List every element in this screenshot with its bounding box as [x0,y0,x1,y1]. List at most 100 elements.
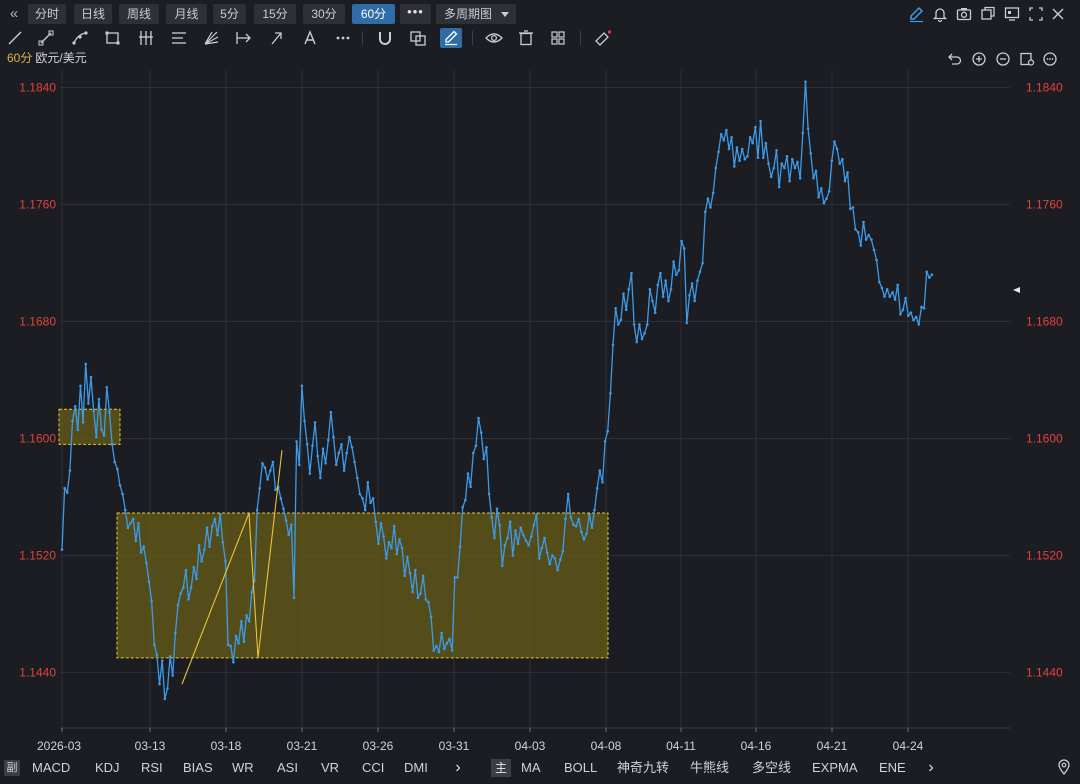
price-point [247,620,251,623]
price-point [408,571,412,575]
arrow-tool-icon[interactable] [266,28,288,48]
price-point [102,434,106,437]
indicator-rsi[interactable]: RSI [141,760,163,775]
curve-tool-icon[interactable] [69,28,91,48]
multi-period-dropdown[interactable]: 多周期图 [436,4,516,24]
close-icon[interactable] [1050,5,1066,23]
price-point [920,305,923,309]
period-button-daily[interactable]: 日线 [74,4,112,24]
indicator-long-short-line[interactable]: 多空线 [752,760,792,775]
indicator-asi[interactable]: ASI [277,760,298,775]
price-point [89,375,93,379]
eraser-icon[interactable] [592,28,614,48]
price-point [603,440,607,443]
indicator-bull-bear-line[interactable]: 牛熊线 [690,760,730,775]
rectangle-tool-icon[interactable] [102,28,124,48]
price-point [537,557,541,560]
indicator-expma[interactable]: EXPMA [812,760,858,775]
price-point [680,239,683,243]
indicator-ene[interactable]: ENE [879,760,906,775]
chart-settings-icon[interactable] [1019,51,1035,67]
trash-icon[interactable] [515,28,537,48]
text-tool-icon[interactable] [299,28,321,48]
price-point [477,416,480,420]
more-options-icon[interactable] [1042,51,1058,67]
camera-icon[interactable] [956,5,972,23]
price-point [640,337,644,341]
price-point [875,258,878,262]
price-point [559,558,562,562]
price-point [97,397,101,401]
parallel-lines-icon[interactable] [135,28,157,48]
window-copy-icon[interactable] [980,5,996,23]
monitor-icon[interactable] [1004,5,1020,23]
price-point [350,446,354,449]
chevron-right-icon[interactable]: › [928,759,934,776]
price-point [859,244,863,247]
multi-period-label: 多周期图 [444,7,493,21]
layers-icon[interactable] [407,28,429,48]
undo-icon[interactable] [946,51,962,67]
indicator-macd[interactable]: MACD [32,760,71,775]
price-point [714,166,718,170]
zoom-out-icon[interactable] [995,51,1011,67]
price-point [171,674,174,677]
measure-icon[interactable] [233,28,255,48]
price-point [458,545,462,548]
price-point [319,476,322,480]
trend-line [257,450,283,658]
period-button-15min[interactable]: 15分 [254,4,296,24]
fullscreen-icon[interactable] [1028,5,1044,23]
indicator-boll[interactable]: BOLL [564,760,598,775]
price-point [448,637,451,641]
period-button-timeshare[interactable]: 分时 [28,4,66,24]
period-button-weekly[interactable]: 周线 [119,4,159,24]
price-point [453,576,457,579]
indicator-dmi[interactable]: DMI [404,760,428,775]
price-point [561,549,565,553]
draw-mode-icon[interactable] [440,28,462,48]
map-pin-icon[interactable] [1056,758,1072,776]
fan-icon[interactable] [200,28,222,48]
line-tool-icon[interactable] [4,28,26,48]
price-point [801,131,805,135]
more-tools-icon[interactable] [332,28,354,48]
grid-settings-icon[interactable] [547,28,569,48]
more-periods-button[interactable]: ••• [400,4,431,24]
zoom-in-icon[interactable] [971,51,987,67]
price-point [870,238,873,241]
period-button-monthly[interactable]: 月线 [166,4,207,24]
pencil-icon[interactable] [908,5,924,23]
price-point [361,497,364,500]
price-point [601,481,604,484]
price-point [192,565,196,569]
indicator-kdj[interactable]: KDJ [95,760,120,775]
eye-icon[interactable] [483,28,505,48]
indicator-bias[interactable]: BIAS [183,760,213,775]
period-button-5min[interactable]: 5分 [213,4,246,24]
price-point [197,543,201,547]
indicator-cci[interactable]: CCI [362,760,385,775]
drawing-toolbar [0,28,1080,48]
double-chevron-left-icon[interactable]: « [9,5,19,22]
price-point [783,166,786,170]
indicator-vr[interactable]: VR [321,760,340,775]
price-point [617,323,620,326]
period-button-60min[interactable]: 60分 [352,4,395,24]
price-point [814,169,818,173]
indicator-wr[interactable]: WR [232,760,254,775]
bell-icon[interactable] [932,5,948,23]
indicator-ma[interactable]: MA [521,760,541,775]
indicator-magic-nine[interactable]: 神奇九转 [617,760,670,775]
chevron-right-icon[interactable]: › [455,759,461,776]
price-point [593,508,596,512]
toolbar-divider [580,31,581,45]
price-point [701,261,704,265]
ray-tool-icon[interactable] [35,28,57,48]
magnet-icon[interactable] [374,28,396,48]
fibonacci-icon[interactable] [168,28,190,48]
y-tick-label-right: 1.1600 [1026,431,1063,445]
period-button-30min[interactable]: 30分 [303,4,345,24]
price-point [255,508,259,512]
